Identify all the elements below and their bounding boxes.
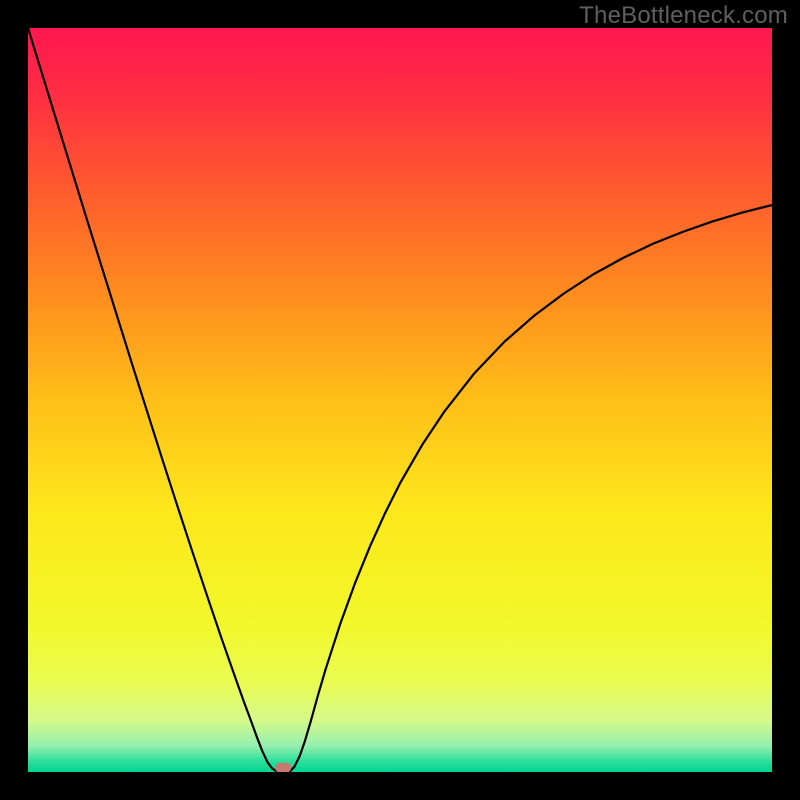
plot-area <box>28 28 772 772</box>
watermark-text: TheBottleneck.com <box>579 2 788 30</box>
bottleneck-chart <box>28 28 772 772</box>
outer-frame: TheBottleneck.com <box>0 0 800 800</box>
gradient-background <box>28 28 772 772</box>
optimal-point-marker <box>275 763 291 772</box>
